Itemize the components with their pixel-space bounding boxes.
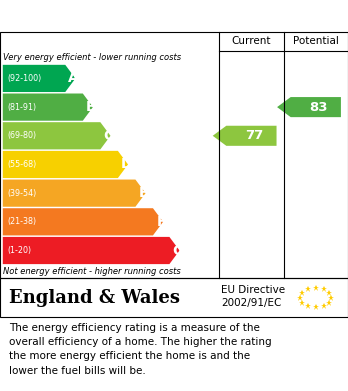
Text: (1-20): (1-20) bbox=[7, 246, 31, 255]
Text: England & Wales: England & Wales bbox=[9, 289, 180, 307]
Text: (69-80): (69-80) bbox=[7, 131, 36, 140]
Polygon shape bbox=[3, 93, 93, 121]
Polygon shape bbox=[3, 237, 180, 264]
Text: Energy Efficiency Rating: Energy Efficiency Rating bbox=[10, 9, 232, 23]
Polygon shape bbox=[213, 126, 277, 146]
Text: E: E bbox=[139, 186, 149, 200]
Polygon shape bbox=[3, 208, 163, 235]
Text: (81-91): (81-91) bbox=[7, 102, 36, 111]
Polygon shape bbox=[3, 179, 145, 207]
Polygon shape bbox=[3, 65, 76, 92]
Text: 77: 77 bbox=[245, 129, 263, 142]
Text: C: C bbox=[104, 129, 114, 143]
Text: Very energy efficient - lower running costs: Very energy efficient - lower running co… bbox=[3, 53, 181, 62]
Text: F: F bbox=[157, 215, 166, 229]
Text: EU Directive
2002/91/EC: EU Directive 2002/91/EC bbox=[221, 285, 285, 308]
Text: (39-54): (39-54) bbox=[7, 188, 36, 197]
Text: Current: Current bbox=[232, 36, 271, 46]
Text: (55-68): (55-68) bbox=[7, 160, 36, 169]
Text: (21-38): (21-38) bbox=[7, 217, 36, 226]
Text: D: D bbox=[120, 158, 132, 172]
Text: B: B bbox=[86, 100, 96, 114]
Polygon shape bbox=[277, 97, 341, 117]
Text: A: A bbox=[68, 72, 79, 85]
Text: (92-100): (92-100) bbox=[7, 74, 41, 83]
Polygon shape bbox=[3, 151, 128, 178]
Text: The energy efficiency rating is a measure of the
overall efficiency of a home. T: The energy efficiency rating is a measur… bbox=[9, 323, 271, 376]
Text: Not energy efficient - higher running costs: Not energy efficient - higher running co… bbox=[3, 267, 181, 276]
Text: G: G bbox=[172, 244, 183, 258]
Polygon shape bbox=[3, 122, 110, 149]
Text: 83: 83 bbox=[309, 100, 327, 114]
Text: Potential: Potential bbox=[293, 36, 339, 46]
